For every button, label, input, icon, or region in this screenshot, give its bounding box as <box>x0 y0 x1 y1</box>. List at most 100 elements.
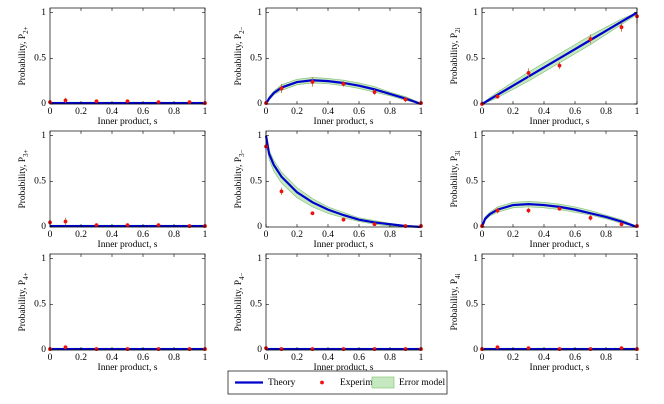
x-axis-label: Inner product, s <box>98 363 158 373</box>
experiment-point <box>310 211 315 216</box>
x-tick-label: 0.6 <box>569 353 581 363</box>
y-axis-label-text: Probability, P <box>18 157 28 209</box>
y-axis-label-sub: 4− <box>238 272 246 280</box>
experiment-point <box>619 346 624 351</box>
x-tick-label: 1 <box>419 230 424 240</box>
x-tick-label: 0.6 <box>353 230 365 240</box>
experiment-point <box>341 217 346 222</box>
y-axis-label-sub: 4+ <box>22 272 30 280</box>
experiment-point <box>94 347 99 351</box>
x-tick-label: 0.8 <box>168 107 180 117</box>
y-axis-label-text: Probability, P <box>234 34 244 86</box>
experiment-point <box>279 189 284 194</box>
experiment-point <box>403 97 408 102</box>
axes-box <box>265 7 422 105</box>
experiment-point <box>310 347 315 351</box>
experiment-point <box>557 63 562 68</box>
experiment-point <box>495 208 500 213</box>
x-tick-label: 1 <box>419 353 424 363</box>
legend-label: Error model <box>399 378 446 388</box>
y-tick-label: 1 <box>257 131 262 141</box>
x-axis-label: Inner product, s <box>314 363 374 373</box>
experiment-point <box>279 347 284 351</box>
experiment-point <box>526 208 531 213</box>
y-tick-label: 0 <box>41 99 46 109</box>
x-tick-label: 1 <box>635 107 640 117</box>
x-axis-label: Inner product, s <box>314 240 374 250</box>
experiment-point <box>125 99 130 104</box>
x-tick-label: 0.4 <box>106 353 118 363</box>
axes-box <box>481 130 638 228</box>
x-tick-label: 0 <box>264 107 269 117</box>
x-tick-label: 0.2 <box>291 107 303 117</box>
y-axis-label-sub: 3+ <box>22 149 30 157</box>
y-tick-label: 0 <box>257 345 262 355</box>
y-tick-label: 0 <box>257 99 262 109</box>
experiment-point <box>125 347 130 351</box>
x-tick-label: 0.4 <box>106 230 118 240</box>
axes-box <box>49 253 206 351</box>
experiment-point <box>63 219 68 224</box>
experiment-point <box>310 80 315 84</box>
x-tick-label: 0.8 <box>600 353 612 363</box>
y-axis-label: Probability, P4i <box>450 273 461 330</box>
y-axis-label-sub: 3i <box>454 150 462 156</box>
y-axis-label: Probability, P3− <box>234 149 245 208</box>
y-tick-label: 1 <box>257 254 262 264</box>
y-axis-label-text: Probability, P <box>18 280 28 332</box>
x-tick-label: 0.2 <box>75 230 87 240</box>
x-axis-label: Inner product, s <box>530 117 590 127</box>
y-tick-label: 0.5 <box>34 299 46 309</box>
experiment-point <box>526 71 531 75</box>
y-axis-label: Probability, P3i <box>450 150 461 207</box>
experiment-point <box>619 25 624 30</box>
subplot: 0 0.2 0.4 0.6 0.8 1 0 0.5 1 Inner product, s Proba… <box>450 130 640 250</box>
x-axis-label: Inner product, s <box>314 117 374 127</box>
theory-line <box>481 11 638 105</box>
experiment-point <box>495 345 500 350</box>
experiment-point <box>187 100 192 105</box>
experiment-point <box>557 206 562 211</box>
x-tick-label: 0.4 <box>538 230 550 240</box>
x-tick-label: 0.2 <box>507 230 519 240</box>
x-tick-label: 0.4 <box>322 353 334 363</box>
x-tick-label: 0.6 <box>137 230 149 240</box>
subplot: 0 0.2 0.4 0.6 0.8 1 0 0.5 1 Inner product, s Proba… <box>450 253 640 373</box>
x-tick-label: 0.4 <box>106 107 118 117</box>
experiment-point <box>187 224 192 228</box>
x-tick-label: 0.2 <box>291 230 303 240</box>
y-axis-label-sub: 4i <box>454 273 462 279</box>
axes-box <box>49 130 206 228</box>
experiment-point <box>372 90 377 95</box>
x-tick-label: 0 <box>480 107 485 117</box>
subplot: 0 0.2 0.4 0.6 0.8 1 0 0.5 1 Inner product, s Proba… <box>18 253 208 373</box>
x-axis-label: Inner product, s <box>530 240 590 250</box>
legend-label: Experiment <box>340 378 385 388</box>
experiment-point <box>372 222 377 227</box>
y-tick-label: 0 <box>257 222 262 232</box>
theory-line <box>265 79 422 106</box>
y-axis-label-text: Probability, P <box>450 33 460 85</box>
y-tick-label: 0.5 <box>466 176 478 186</box>
x-tick-label: 0.6 <box>569 107 581 117</box>
y-tick-label: 0.5 <box>250 53 262 63</box>
subplot: 0 0.2 0.4 0.6 0.8 1 0 0.5 1 Inner product, s Proba… <box>450 7 640 127</box>
x-tick-label: 0.8 <box>384 230 396 240</box>
x-tick-label: 1 <box>203 353 208 363</box>
x-tick-label: 0 <box>48 353 53 363</box>
x-tick-label: 0.8 <box>168 353 180 363</box>
y-axis-label: Probability, P3+ <box>18 149 29 208</box>
x-axis-label: Inner product, s <box>98 240 158 250</box>
x-tick-label: 0.2 <box>507 353 519 363</box>
y-axis-label-text: Probability, P <box>234 280 244 332</box>
y-tick-label: 0 <box>41 345 46 355</box>
subplot: 0 0.2 0.4 0.6 0.8 1 0 0.5 1 Inner product, s Proba… <box>234 7 424 127</box>
subplot: 0 0.2 0.4 0.6 0.8 1 0 0.5 1 Inner product, s Proba… <box>234 253 424 373</box>
experiment-point <box>279 86 284 91</box>
y-axis-label-text: Probability, P <box>450 156 460 208</box>
x-tick-label: 0 <box>480 230 485 240</box>
experiment-point <box>557 347 562 351</box>
y-axis-label: Probability, P4− <box>234 272 245 331</box>
y-tick-label: 0 <box>473 99 478 109</box>
